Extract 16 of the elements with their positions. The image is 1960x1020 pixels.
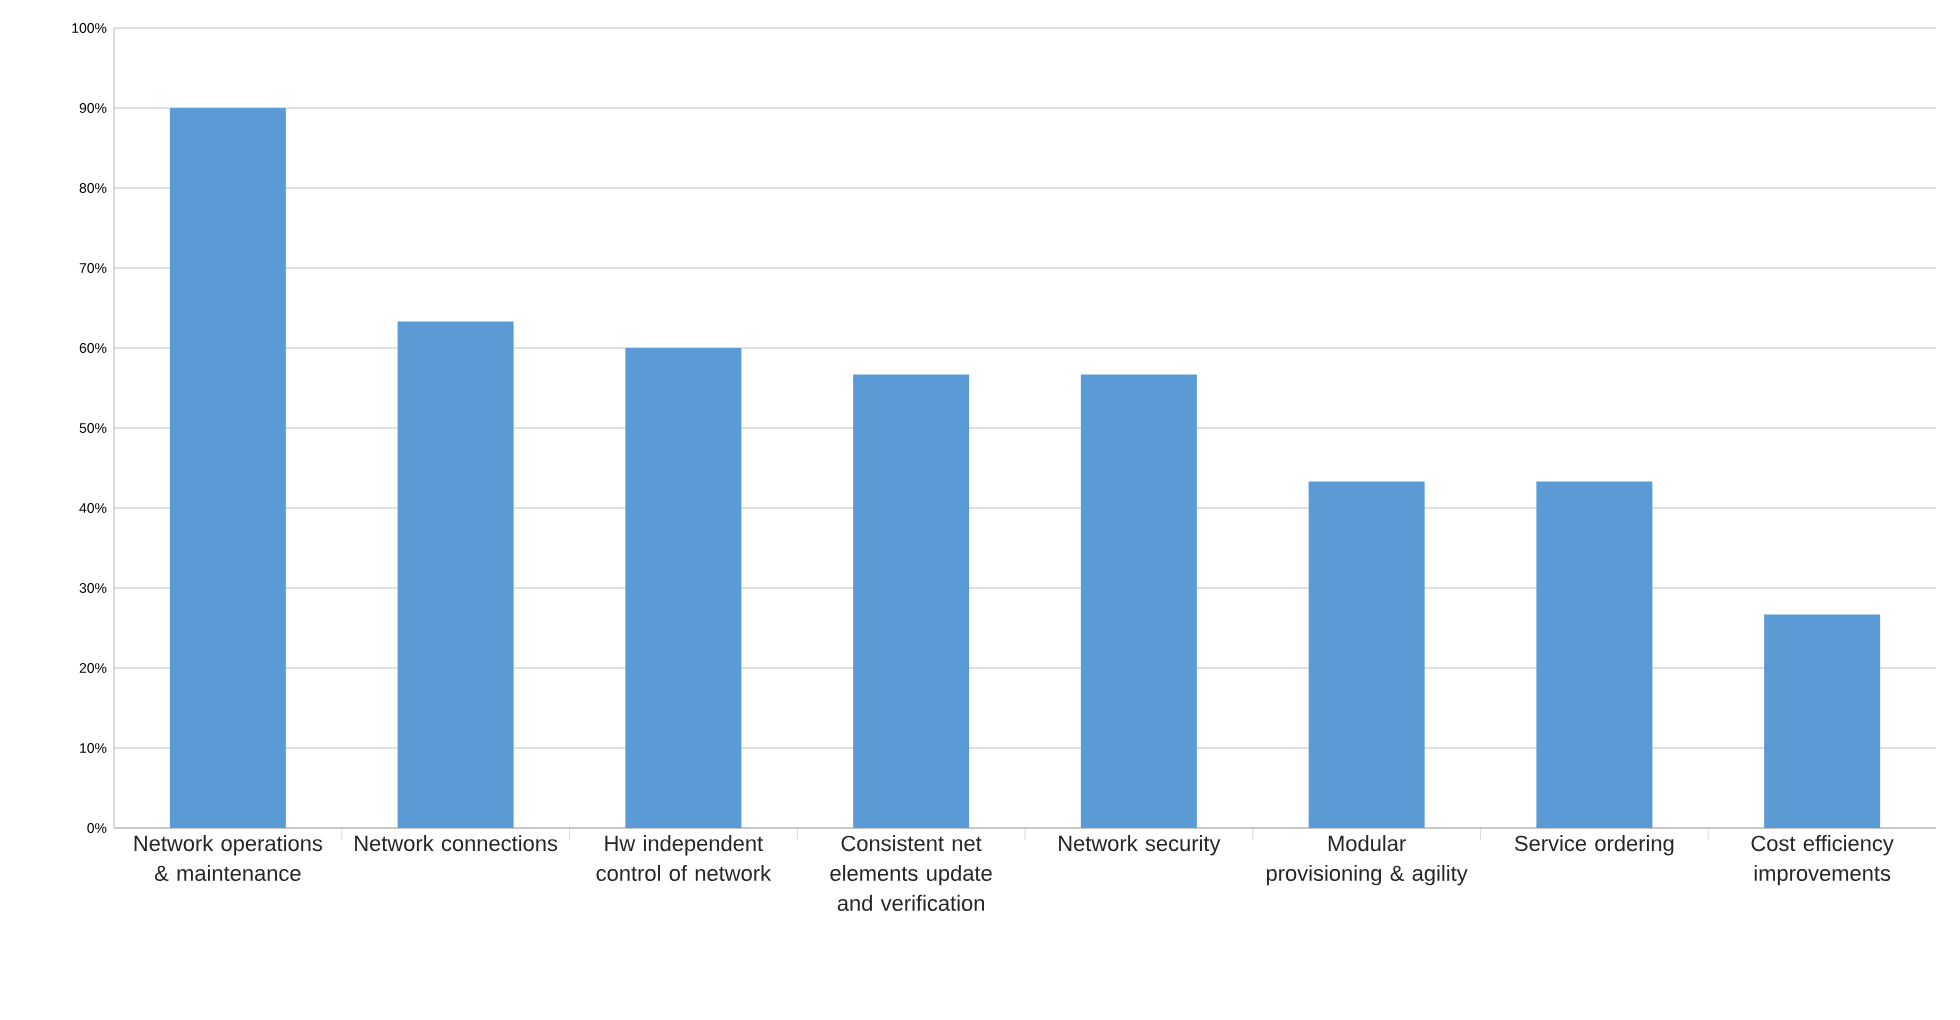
x-tick-label: Service ordering xyxy=(1514,835,1674,856)
x-tick-label: Network connections xyxy=(355,835,558,852)
bar xyxy=(1080,374,1197,828)
x-tick-label: Cost efficiency improvements xyxy=(1751,835,1894,886)
bar xyxy=(1764,614,1881,828)
x-tick-label: Network operations & maintenance xyxy=(134,835,323,882)
x-tick-label: Consistent net elements update and verification xyxy=(830,835,992,911)
x-tick-label: Hw independent control of network xyxy=(596,835,772,882)
x-tick-label: Modular provisioning & agility xyxy=(1266,835,1468,886)
bar xyxy=(625,347,742,828)
bar xyxy=(1536,481,1653,828)
bar xyxy=(853,374,970,828)
bar xyxy=(169,107,286,828)
x-tick-label: Network security xyxy=(1059,835,1221,856)
bar xyxy=(1308,481,1425,828)
bar xyxy=(397,321,514,828)
